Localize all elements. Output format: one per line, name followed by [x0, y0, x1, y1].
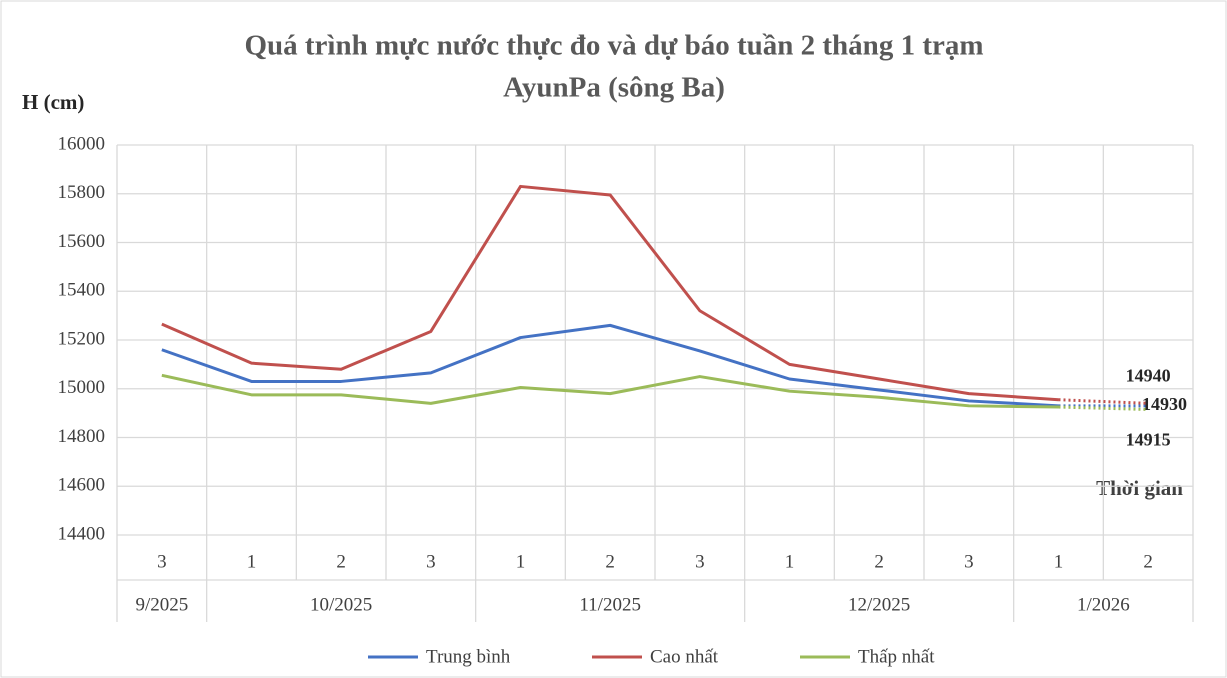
legend-label: Cao nhất: [650, 646, 719, 667]
y-tick-label: 15800: [58, 182, 106, 203]
x-tick-label: 2: [605, 551, 615, 572]
y-tick-label: 16000: [58, 133, 106, 154]
y-tick-label: 14800: [58, 426, 106, 447]
data-label: 14915: [1126, 430, 1171, 450]
x-tick-label: 1: [1054, 551, 1064, 572]
x-tick-label: 3: [695, 551, 705, 572]
y-tick-label: 15600: [58, 231, 106, 252]
x-tick-label: 1: [247, 551, 257, 572]
x-tick-label: 3: [157, 551, 167, 572]
x-group-label: 1/2026: [1077, 594, 1130, 615]
x-tick-label: 3: [426, 551, 436, 572]
x-group-label: 10/2025: [310, 594, 372, 615]
legend-label: Thấp nhất: [858, 646, 935, 667]
x-tick-label: 3: [964, 551, 974, 572]
x-tick-label: 2: [336, 551, 346, 572]
data-label: 14930: [1142, 394, 1187, 414]
y-tick-label: 14400: [58, 523, 106, 544]
x-tick-label: 1: [785, 551, 795, 572]
x-tick-label: 1: [516, 551, 526, 572]
chart-title: Quá trình mực nước thực đo và dự báo tuầ…: [244, 30, 983, 62]
x-tick-label: 2: [1143, 551, 1153, 572]
y-tick-label: 15400: [58, 280, 106, 301]
y-tick-label: 14600: [58, 475, 106, 496]
x-group-label: 12/2025: [848, 594, 910, 615]
x-tick-label: 2: [874, 551, 884, 572]
series-line: [161, 184, 1059, 402]
x-axis-label: Thời gian: [1096, 476, 1183, 500]
x-group-label: 11/2025: [579, 594, 641, 615]
series-line: [161, 323, 1059, 408]
y-axis-label: H (cm): [22, 90, 84, 114]
series-line: [161, 373, 1059, 409]
chart-title: AyunPa (sông Ba): [503, 72, 725, 104]
legend-label: Trung bình: [426, 646, 511, 667]
data-label: 14940: [1126, 366, 1171, 386]
x-group-label: 9/2025: [135, 594, 188, 615]
y-tick-label: 15200: [58, 328, 106, 349]
y-tick-label: 15000: [58, 377, 106, 398]
